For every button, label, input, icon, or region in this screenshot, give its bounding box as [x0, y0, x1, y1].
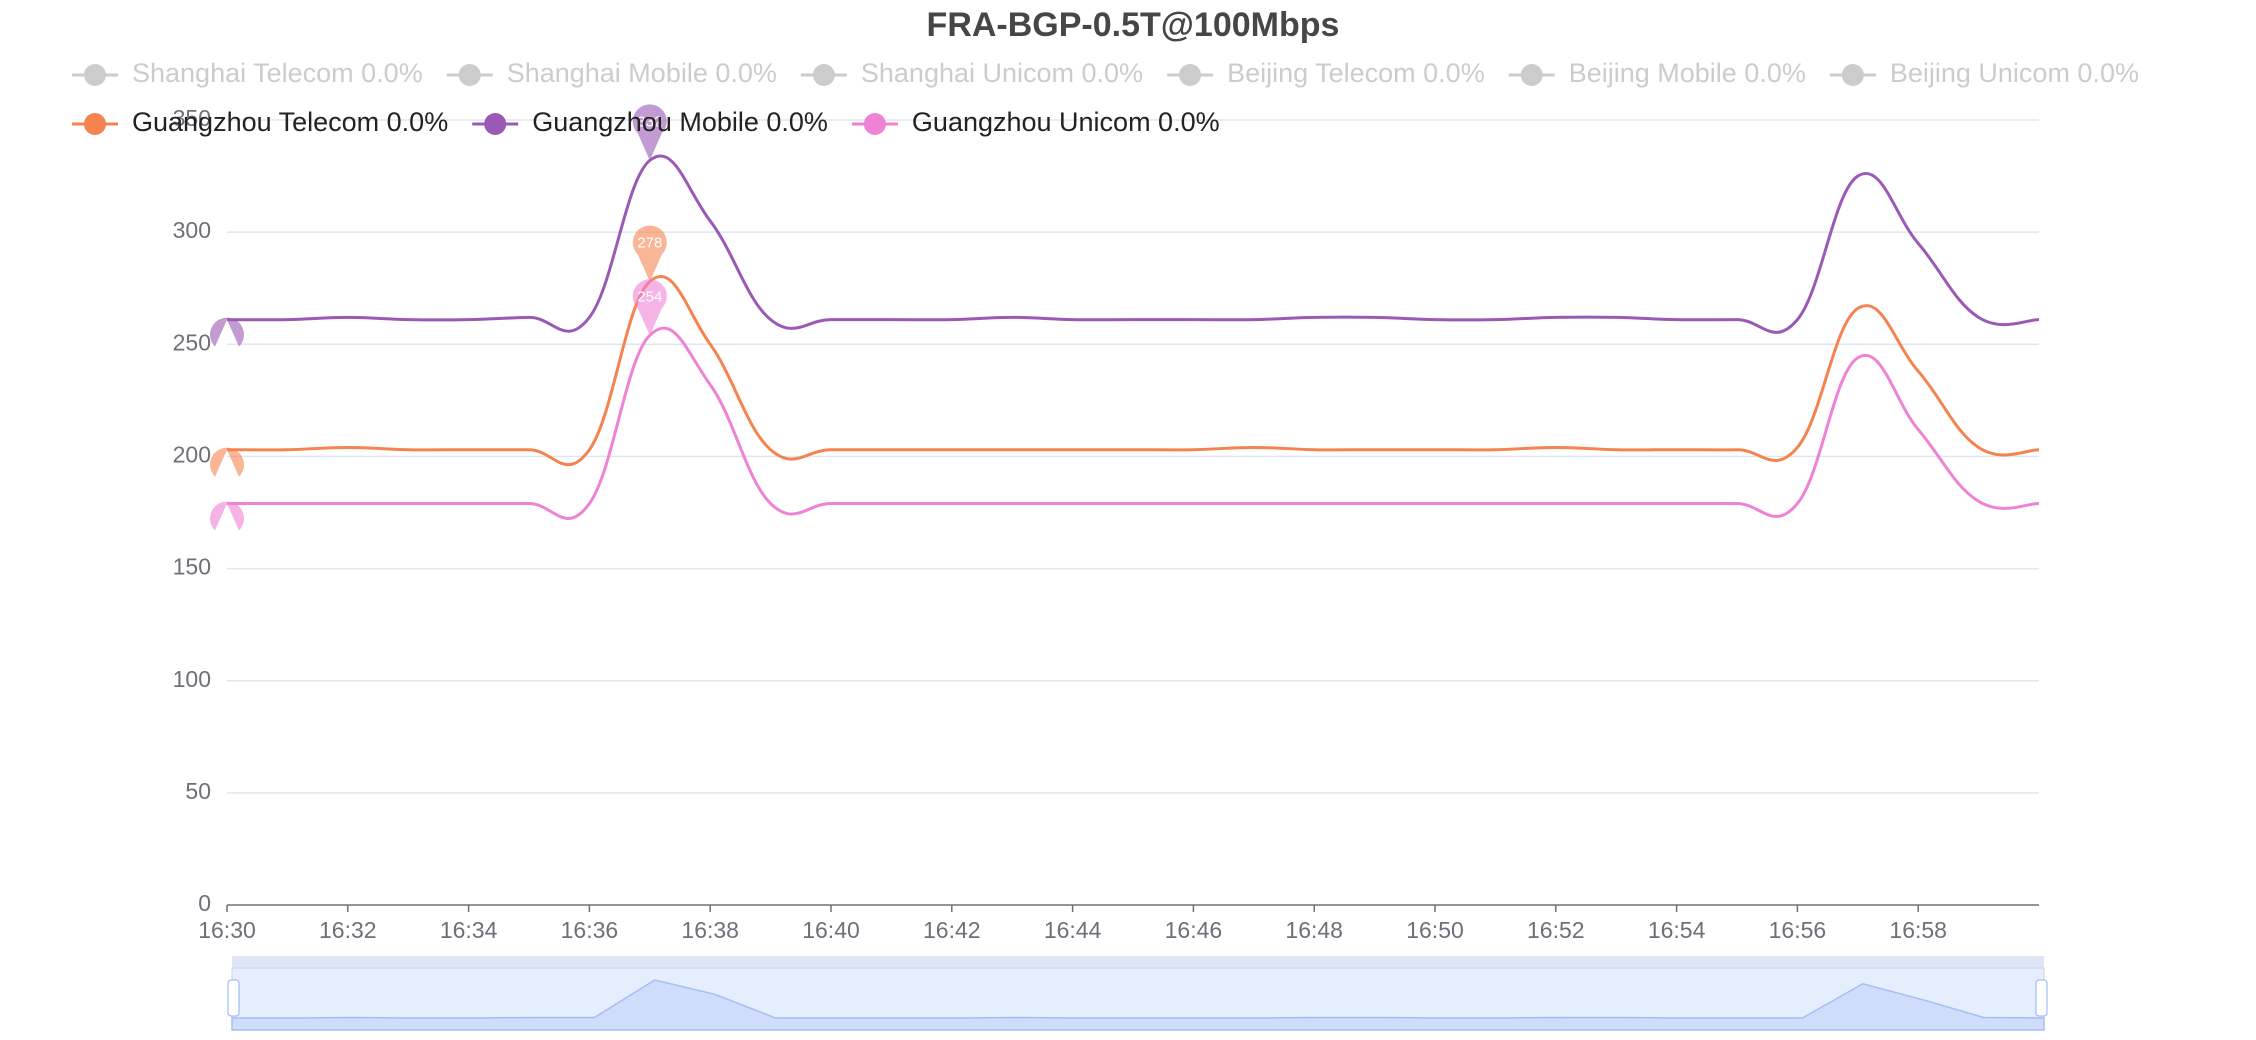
legend-item[interactable]: Guangzhou Unicom 0.0%	[851, 107, 1220, 137]
legend-item[interactable]: Shanghai Mobile 0.0%	[446, 58, 777, 88]
mark-pin	[210, 501, 244, 531]
legend-dot	[1179, 64, 1202, 86]
legend-dot	[84, 113, 106, 135]
x-tick-label: 16:44	[1044, 917, 1102, 943]
legend-dot	[484, 113, 507, 135]
zoom-handle[interactable]	[2035, 979, 2048, 1017]
mark-label: 203	[214, 479, 239, 496]
x-tick-label: 16:56	[1769, 917, 1827, 943]
zoom-area	[231, 979, 2045, 1031]
mark-label: 254	[637, 288, 662, 305]
x-tick-label: 16:52	[1527, 917, 1585, 943]
x-tick-label: 16:50	[1406, 917, 1464, 943]
x-tick-label: 16:48	[1285, 917, 1343, 943]
legend-item[interactable]: Shanghai Telecom 0.0%	[72, 58, 423, 88]
mark-label: 261	[214, 349, 239, 366]
x-tick-label: 16:58	[1889, 917, 1947, 943]
x-tick-label: 16:46	[1165, 917, 1223, 943]
legend-label: Shanghai Telecom 0.0%	[132, 58, 423, 88]
x-tick-label: 16:40	[802, 917, 860, 943]
x-tick-label: 16:36	[561, 917, 619, 943]
line	[226, 275, 2040, 467]
mark-pin	[632, 279, 667, 336]
y-tick-label: 250	[173, 329, 211, 355]
mark-label: 179	[214, 532, 239, 549]
legend-item[interactable]: Guangzhou Telecom 0.0%	[72, 107, 448, 137]
legend-item[interactable]: Beijing Unicom 0.0%	[1829, 58, 2139, 88]
legend-label: Shanghai Mobile 0.0%	[507, 58, 777, 88]
chart-title: FRA-BGP-0.5T@100Mbps	[927, 6, 1340, 44]
x-tick-label: 16:30	[198, 917, 256, 943]
mark-pin	[210, 447, 244, 477]
mark-point	[632, 279, 667, 336]
legend-label: Guangzhou Unicom 0.0%	[912, 107, 1220, 137]
legend-dot	[863, 113, 886, 135]
mark-pin	[632, 225, 667, 282]
mark-pin	[210, 317, 244, 347]
legend-label: Beijing Unicom 0.0%	[1890, 58, 2139, 88]
y-tick-label: 200	[173, 442, 211, 468]
legend-dot	[1520, 64, 1543, 86]
x-tick-label: 16:34	[440, 917, 498, 943]
x-tick-label: 16:42	[923, 917, 981, 943]
y-tick-label: 100	[173, 666, 211, 692]
y-tick-label: 300	[173, 217, 211, 243]
legend-item[interactable]: Guangzhou Mobile 0.0%	[472, 107, 828, 137]
legend-dot	[84, 64, 106, 86]
mark-label: 278	[637, 234, 662, 251]
x-tick-label: 16:32	[319, 917, 377, 943]
mark-point	[632, 104, 667, 161]
y-tick-label: 0	[198, 890, 211, 916]
legend-dot	[458, 64, 481, 86]
legend-item[interactable]: Beijing Mobile 0.0%	[1508, 58, 1806, 88]
legend-label: Guangzhou Telecom 0.0%	[132, 107, 448, 137]
y-tick-label: 350	[173, 105, 211, 131]
line	[226, 154, 2040, 334]
legend-item[interactable]: Shanghai Unicom 0.0%	[800, 58, 1143, 88]
x-tick-label: 16:38	[681, 917, 739, 943]
y-tick-label: 150	[173, 554, 211, 580]
legend-dot	[1841, 64, 1864, 86]
mark-point	[210, 447, 244, 477]
y-tick-label: 50	[185, 778, 211, 804]
mark-point	[210, 501, 244, 531]
legend-dot	[812, 64, 835, 86]
legend-item[interactable]: Beijing Telecom 0.0%	[1167, 58, 1485, 88]
mark-label: 332	[637, 113, 662, 130]
mark-pin	[632, 104, 667, 161]
zoom-top-bar	[232, 956, 2044, 968]
x-tick-label: 16:54	[1648, 917, 1706, 943]
zoom-handle[interactable]	[227, 979, 240, 1017]
legend-label: Guangzhou Mobile 0.0%	[532, 107, 828, 137]
mark-point	[632, 225, 667, 282]
legend-label: Beijing Mobile 0.0%	[1569, 58, 1806, 88]
mark-point	[210, 317, 244, 347]
legend-label: Shanghai Unicom 0.0%	[861, 58, 1143, 88]
legend-label: Beijing Telecom 0.0%	[1227, 58, 1485, 88]
line	[227, 326, 2040, 520]
